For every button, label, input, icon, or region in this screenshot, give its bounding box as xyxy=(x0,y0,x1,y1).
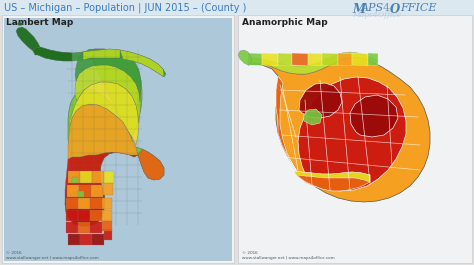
Bar xyxy=(68,171,80,183)
Text: M: M xyxy=(352,3,365,16)
Polygon shape xyxy=(338,53,352,65)
Text: FFICE: FFICE xyxy=(400,3,437,13)
Bar xyxy=(79,185,91,197)
Polygon shape xyxy=(368,53,378,65)
Bar xyxy=(104,171,114,183)
Bar xyxy=(78,198,90,209)
Polygon shape xyxy=(298,77,406,191)
Polygon shape xyxy=(308,53,322,65)
Polygon shape xyxy=(322,53,338,66)
Bar xyxy=(102,210,112,221)
Bar xyxy=(80,234,92,245)
Ellipse shape xyxy=(18,23,22,25)
Bar xyxy=(67,185,79,197)
Polygon shape xyxy=(68,205,105,226)
Polygon shape xyxy=(276,76,312,185)
Polygon shape xyxy=(120,50,164,77)
Polygon shape xyxy=(238,50,252,65)
Polygon shape xyxy=(299,83,342,118)
Polygon shape xyxy=(303,109,322,125)
Bar xyxy=(66,210,78,221)
Polygon shape xyxy=(248,53,262,65)
Polygon shape xyxy=(294,171,370,182)
Bar xyxy=(92,171,104,183)
Bar xyxy=(102,198,112,209)
Polygon shape xyxy=(294,171,370,191)
Text: US – Michigan – Population | JUN 2015 – (County ): US – Michigan – Population | JUN 2015 – … xyxy=(4,3,246,13)
Text: O: O xyxy=(390,3,400,16)
Polygon shape xyxy=(65,152,138,226)
Polygon shape xyxy=(83,49,120,60)
Text: © 2016
www.stallwanger.net | www.maps4office.com: © 2016 www.stallwanger.net | www.maps4of… xyxy=(6,251,99,260)
Polygon shape xyxy=(65,49,164,226)
Polygon shape xyxy=(352,53,368,66)
Bar xyxy=(4,18,232,261)
Bar xyxy=(103,183,113,195)
Polygon shape xyxy=(70,82,139,145)
Bar xyxy=(238,15,472,263)
Bar xyxy=(0,0,474,15)
Bar xyxy=(2,15,234,263)
Bar xyxy=(104,229,112,240)
Polygon shape xyxy=(33,47,166,77)
Polygon shape xyxy=(138,149,164,180)
Text: Lambert Map: Lambert Map xyxy=(6,18,73,27)
Bar xyxy=(78,210,90,221)
Bar xyxy=(68,234,80,245)
Polygon shape xyxy=(33,47,72,61)
Bar xyxy=(72,177,78,183)
Bar xyxy=(66,222,78,233)
Polygon shape xyxy=(68,104,138,159)
Polygon shape xyxy=(16,27,40,51)
Polygon shape xyxy=(262,53,278,66)
Text: Maps4Office: Maps4Office xyxy=(352,11,401,19)
Bar xyxy=(78,222,90,233)
Bar xyxy=(102,220,112,231)
Bar xyxy=(90,222,102,233)
Bar xyxy=(90,210,102,221)
Polygon shape xyxy=(248,52,378,74)
Text: APS: APS xyxy=(361,3,384,13)
Bar xyxy=(90,198,102,209)
Text: 4: 4 xyxy=(383,3,390,13)
Bar xyxy=(92,234,104,245)
Polygon shape xyxy=(278,53,292,65)
Polygon shape xyxy=(292,53,308,66)
Bar xyxy=(78,191,84,197)
Bar xyxy=(66,198,78,209)
Bar xyxy=(91,185,103,197)
Text: © 2016
www.stallwanger.net | www.maps4office.com: © 2016 www.stallwanger.net | www.maps4of… xyxy=(242,251,335,260)
Text: Anamorphic Map: Anamorphic Map xyxy=(242,18,328,27)
Polygon shape xyxy=(75,65,140,123)
Polygon shape xyxy=(350,95,398,137)
Bar xyxy=(80,171,92,183)
Polygon shape xyxy=(75,49,141,102)
Polygon shape xyxy=(248,57,430,202)
